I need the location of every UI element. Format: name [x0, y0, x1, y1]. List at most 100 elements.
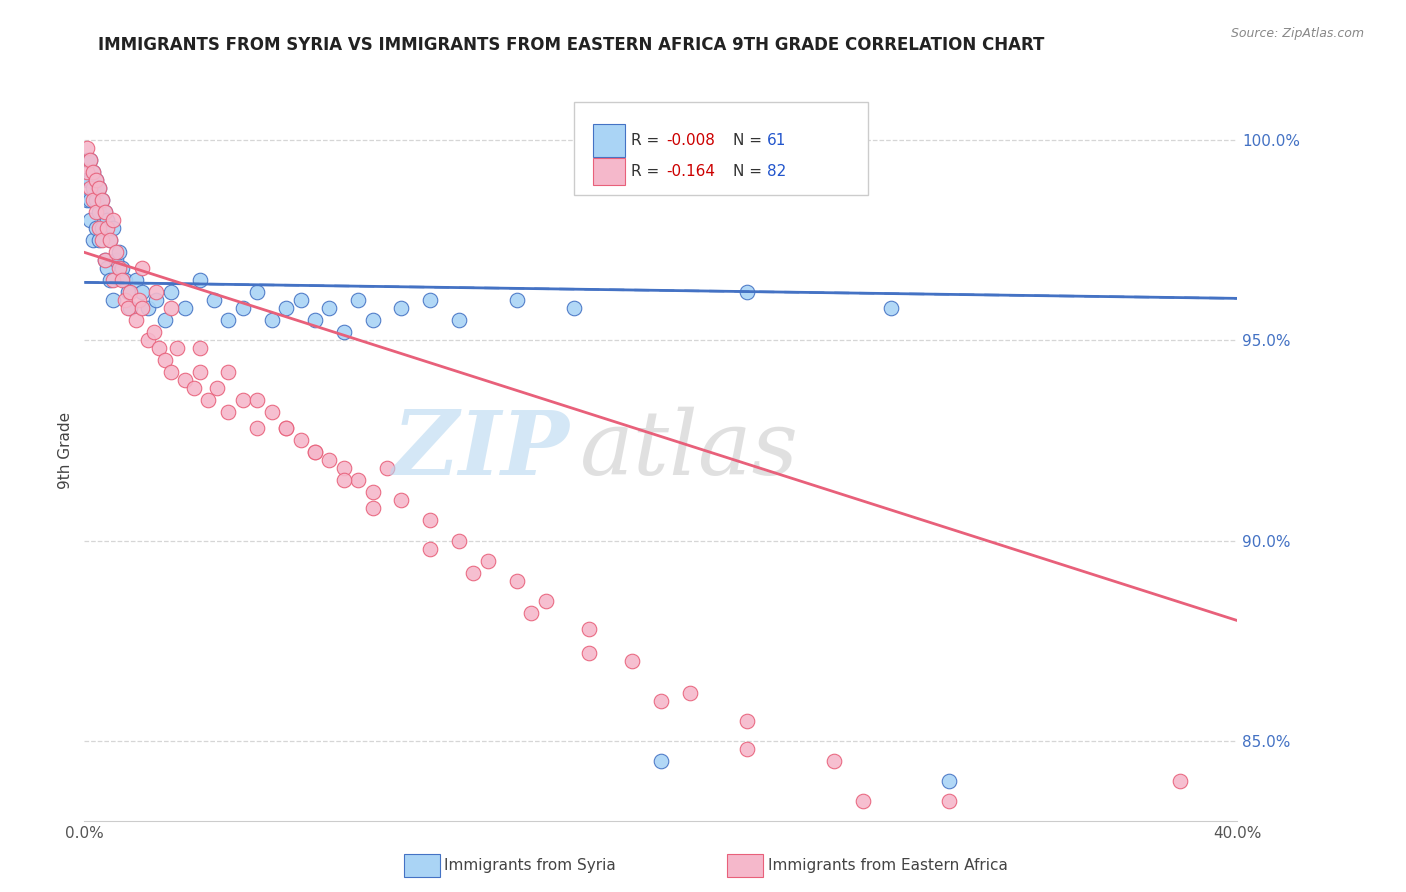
Point: [103, 221, 124, 235]
Point: [98, 233, 121, 247]
Point: [96, 261, 118, 276]
Point: [90, 194, 112, 208]
Point: [506, 574, 529, 588]
FancyBboxPatch shape: [593, 158, 626, 185]
Point: [79, 194, 101, 208]
Point: [1053, 833, 1076, 847]
Text: N =: N =: [734, 164, 768, 178]
Point: [260, 405, 283, 419]
Point: [276, 421, 298, 435]
Point: [131, 301, 153, 316]
Point: [128, 293, 150, 308]
Point: [621, 654, 644, 668]
Point: [166, 342, 188, 356]
Point: [98, 273, 121, 287]
Point: [419, 541, 441, 556]
Point: [103, 213, 124, 227]
Point: [79, 153, 101, 168]
Point: [160, 285, 183, 300]
Point: [96, 213, 118, 227]
Point: [117, 301, 139, 316]
Point: [205, 381, 228, 395]
Point: [103, 293, 124, 308]
Point: [76, 153, 98, 168]
Text: 82: 82: [766, 164, 786, 178]
Text: ZIP: ZIP: [392, 408, 568, 493]
Point: [197, 393, 219, 408]
Point: [737, 741, 759, 756]
Text: R =: R =: [631, 164, 664, 178]
Point: [93, 253, 115, 268]
Point: [111, 261, 134, 276]
FancyBboxPatch shape: [575, 103, 869, 195]
Point: [84, 194, 107, 208]
Point: [304, 313, 326, 327]
Point: [650, 754, 672, 768]
Point: [174, 373, 197, 387]
Point: [87, 233, 110, 247]
Point: [938, 794, 960, 808]
Point: [87, 181, 110, 195]
Text: R =: R =: [631, 133, 664, 148]
Point: [131, 261, 153, 276]
Point: [82, 165, 104, 179]
Point: [246, 285, 269, 300]
Point: [679, 685, 702, 699]
Point: [506, 293, 529, 308]
Point: [318, 453, 340, 467]
Point: [93, 205, 115, 219]
Point: [111, 273, 134, 287]
Point: [318, 301, 340, 316]
Point: [148, 342, 170, 356]
Point: [79, 173, 101, 187]
Point: [218, 366, 240, 380]
Point: [82, 194, 104, 208]
Point: [347, 474, 370, 488]
Point: [153, 313, 176, 327]
Point: [79, 153, 101, 168]
Point: [79, 213, 101, 227]
Point: [87, 205, 110, 219]
Point: [290, 434, 312, 448]
Point: [145, 293, 167, 308]
Point: [361, 501, 384, 516]
Point: [82, 233, 104, 247]
Point: [136, 301, 159, 316]
Point: [136, 334, 159, 348]
Point: [202, 293, 225, 308]
Point: [114, 293, 136, 308]
Point: [463, 566, 485, 580]
Point: [105, 253, 128, 268]
Point: [142, 326, 165, 340]
Point: [290, 293, 312, 308]
Point: [246, 421, 269, 435]
Point: [76, 173, 98, 187]
Point: [304, 445, 326, 459]
Point: [333, 326, 356, 340]
Point: [880, 301, 903, 316]
Point: [391, 493, 413, 508]
Point: [188, 366, 211, 380]
Point: [534, 593, 557, 607]
Point: [93, 253, 115, 268]
Point: [938, 773, 960, 788]
Point: [232, 301, 254, 316]
Point: [84, 205, 107, 219]
Point: [823, 754, 845, 768]
Text: Source: ZipAtlas.com: Source: ZipAtlas.com: [1230, 27, 1364, 40]
Point: [98, 233, 121, 247]
Point: [108, 261, 131, 276]
Point: [125, 273, 148, 287]
Point: [114, 273, 136, 287]
Point: [449, 313, 471, 327]
Point: [76, 194, 98, 208]
Point: [120, 301, 142, 316]
Point: [108, 245, 131, 260]
Point: [160, 366, 183, 380]
Point: [145, 285, 167, 300]
Point: [852, 794, 875, 808]
Point: [246, 393, 269, 408]
Point: [87, 221, 110, 235]
Point: [188, 342, 211, 356]
Y-axis label: 9th Grade: 9th Grade: [58, 412, 73, 489]
